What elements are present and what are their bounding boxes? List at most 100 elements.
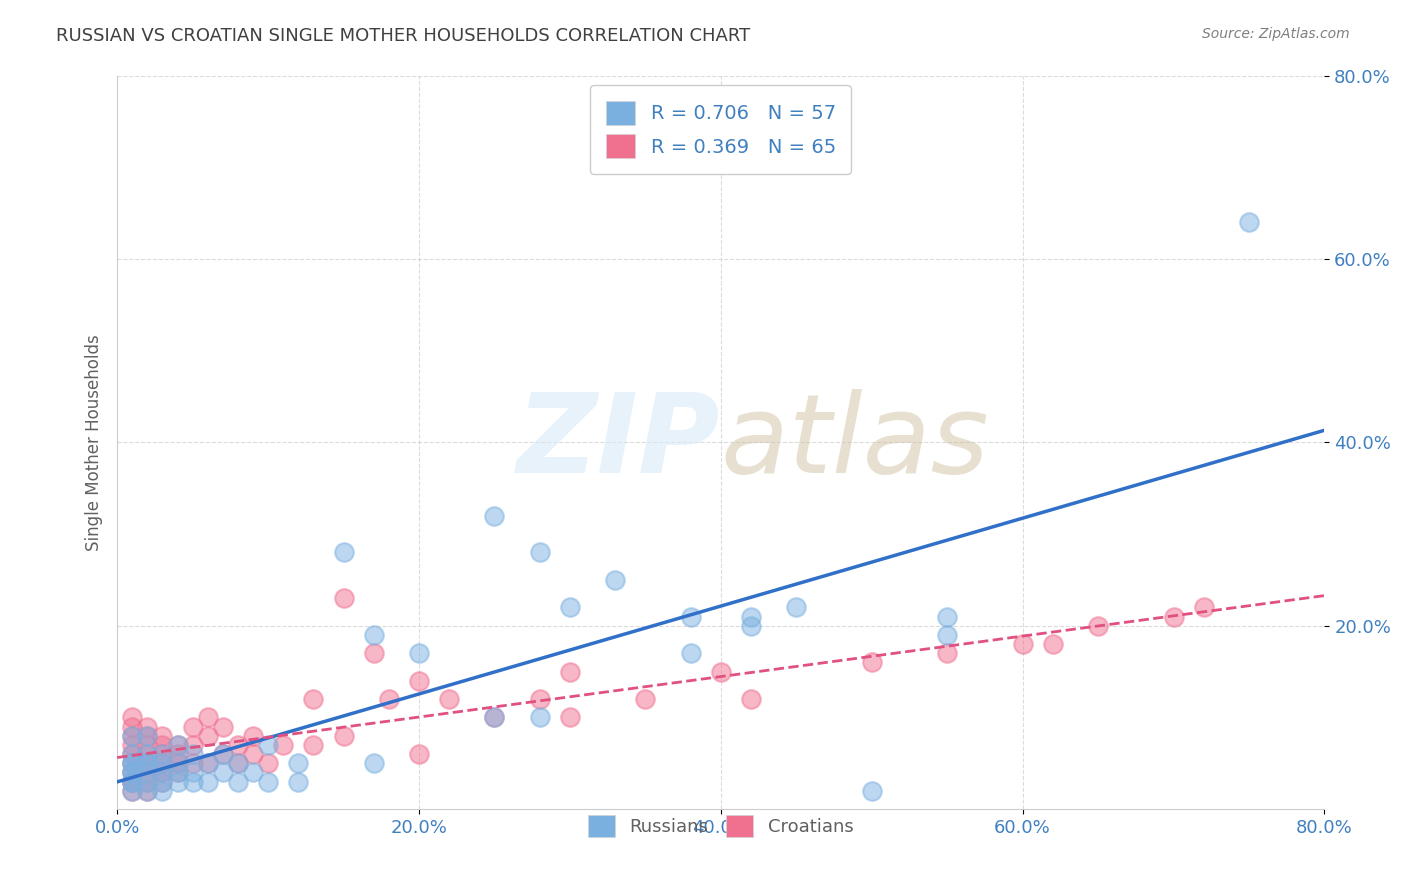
Point xyxy=(136,784,159,798)
Point xyxy=(121,784,143,798)
Point xyxy=(152,774,174,789)
Point xyxy=(1192,600,1215,615)
Point xyxy=(271,738,294,752)
Point xyxy=(121,774,143,789)
Point xyxy=(332,729,354,743)
Point xyxy=(152,747,174,761)
Point xyxy=(197,774,219,789)
Point xyxy=(152,756,174,771)
Point xyxy=(408,646,430,660)
Point xyxy=(136,738,159,752)
Point xyxy=(558,710,581,724)
Point xyxy=(197,729,219,743)
Point xyxy=(860,656,883,670)
Point xyxy=(408,747,430,761)
Point xyxy=(166,747,188,761)
Point xyxy=(529,710,551,724)
Point xyxy=(121,774,143,789)
Point xyxy=(378,692,401,706)
Point xyxy=(484,710,506,724)
Point xyxy=(166,765,188,780)
Point xyxy=(226,756,249,771)
Point xyxy=(226,756,249,771)
Point xyxy=(166,738,188,752)
Text: ZIP: ZIP xyxy=(517,389,721,496)
Point xyxy=(287,756,309,771)
Point xyxy=(302,738,325,752)
Point xyxy=(211,765,233,780)
Point xyxy=(226,738,249,752)
Point xyxy=(136,729,159,743)
Point xyxy=(152,774,174,789)
Point xyxy=(166,774,188,789)
Point xyxy=(121,765,143,780)
Point xyxy=(740,618,762,632)
Point xyxy=(302,692,325,706)
Point xyxy=(181,774,204,789)
Point xyxy=(363,756,385,771)
Point xyxy=(740,692,762,706)
Point xyxy=(121,774,143,789)
Point xyxy=(121,729,143,743)
Point xyxy=(1087,618,1109,632)
Point xyxy=(121,774,143,789)
Point xyxy=(558,665,581,679)
Point xyxy=(363,646,385,660)
Point xyxy=(152,738,174,752)
Point xyxy=(121,710,143,724)
Point xyxy=(484,710,506,724)
Point xyxy=(257,756,280,771)
Point xyxy=(242,747,264,761)
Point xyxy=(226,774,249,789)
Point xyxy=(181,756,204,771)
Point xyxy=(136,756,159,771)
Point xyxy=(363,628,385,642)
Point xyxy=(408,673,430,688)
Point xyxy=(936,646,959,660)
Point xyxy=(197,710,219,724)
Y-axis label: Single Mother Households: Single Mother Households xyxy=(86,334,103,550)
Point xyxy=(287,774,309,789)
Point xyxy=(242,729,264,743)
Point xyxy=(121,756,143,771)
Point xyxy=(121,729,143,743)
Point xyxy=(710,665,733,679)
Point xyxy=(166,738,188,752)
Point xyxy=(152,729,174,743)
Point xyxy=(121,738,143,752)
Point xyxy=(1237,215,1260,229)
Point xyxy=(121,756,143,771)
Point xyxy=(136,720,159,734)
Legend: Russians, Croatians: Russians, Croatians xyxy=(581,807,860,844)
Point xyxy=(181,738,204,752)
Point xyxy=(121,747,143,761)
Point xyxy=(484,508,506,523)
Point xyxy=(437,692,460,706)
Point xyxy=(136,774,159,789)
Point xyxy=(257,774,280,789)
Point xyxy=(1011,637,1033,651)
Point xyxy=(1163,609,1185,624)
Point xyxy=(558,600,581,615)
Point xyxy=(211,747,233,761)
Point xyxy=(181,747,204,761)
Point xyxy=(529,545,551,559)
Point xyxy=(136,729,159,743)
Point xyxy=(1042,637,1064,651)
Point xyxy=(181,765,204,780)
Point xyxy=(136,756,159,771)
Point xyxy=(679,646,702,660)
Point xyxy=(211,747,233,761)
Point xyxy=(740,609,762,624)
Point xyxy=(136,747,159,761)
Text: atlas: atlas xyxy=(721,389,990,496)
Point xyxy=(860,784,883,798)
Point xyxy=(121,765,143,780)
Point xyxy=(152,765,174,780)
Point xyxy=(211,720,233,734)
Point xyxy=(529,692,551,706)
Point xyxy=(257,738,280,752)
Point xyxy=(136,774,159,789)
Point xyxy=(136,765,159,780)
Point xyxy=(936,628,959,642)
